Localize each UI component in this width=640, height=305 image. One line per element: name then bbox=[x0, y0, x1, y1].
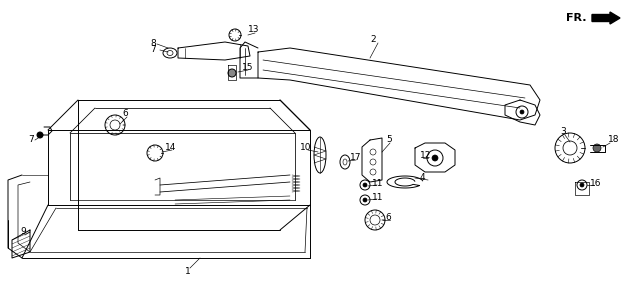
Text: 11: 11 bbox=[372, 178, 383, 188]
FancyArrow shape bbox=[592, 12, 620, 24]
Circle shape bbox=[432, 155, 438, 161]
Circle shape bbox=[363, 198, 367, 202]
Circle shape bbox=[520, 110, 524, 114]
Text: 10: 10 bbox=[300, 143, 312, 152]
Circle shape bbox=[363, 183, 367, 187]
Text: 15: 15 bbox=[242, 63, 253, 73]
Text: FR.: FR. bbox=[566, 13, 586, 23]
Text: 5: 5 bbox=[386, 135, 392, 145]
Text: 13: 13 bbox=[248, 26, 259, 34]
Text: 3: 3 bbox=[560, 127, 566, 137]
Text: 18: 18 bbox=[608, 135, 620, 145]
Circle shape bbox=[580, 183, 584, 187]
Text: 7: 7 bbox=[28, 135, 34, 145]
Circle shape bbox=[593, 144, 601, 152]
Text: 8: 8 bbox=[150, 38, 156, 48]
Text: 12: 12 bbox=[420, 150, 431, 160]
Text: 1: 1 bbox=[185, 267, 191, 277]
Text: 7: 7 bbox=[150, 45, 156, 55]
Text: 14: 14 bbox=[165, 143, 177, 152]
Text: 9: 9 bbox=[20, 228, 26, 236]
Text: 6: 6 bbox=[122, 109, 128, 117]
Text: 6: 6 bbox=[385, 214, 391, 223]
Text: 2: 2 bbox=[370, 35, 376, 45]
Circle shape bbox=[37, 132, 43, 138]
Circle shape bbox=[228, 69, 236, 77]
Text: 11: 11 bbox=[372, 192, 383, 202]
Text: 17: 17 bbox=[350, 153, 362, 163]
Text: 16: 16 bbox=[590, 178, 602, 188]
Text: 4: 4 bbox=[420, 174, 426, 182]
